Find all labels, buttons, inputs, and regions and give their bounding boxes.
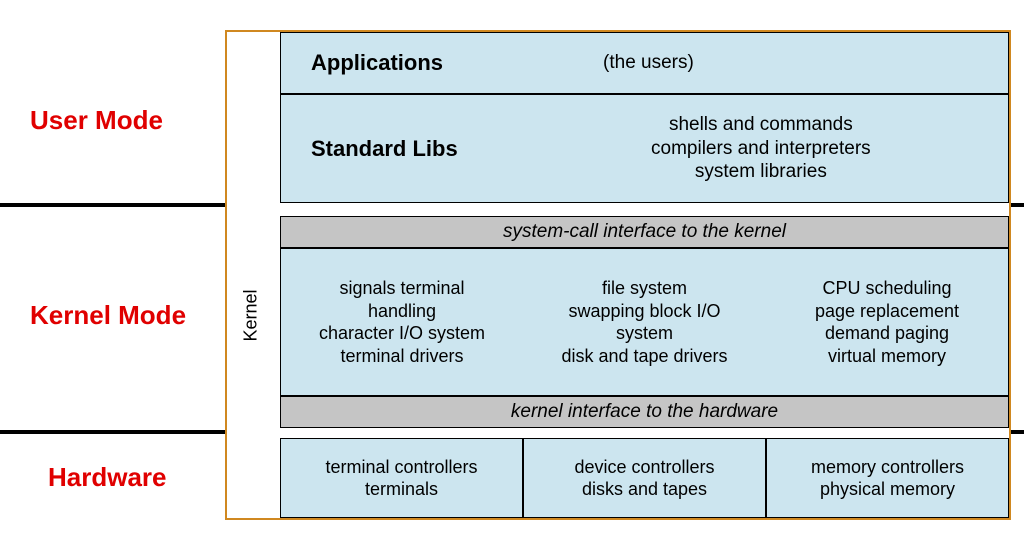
kernel-col0-l0: signals terminal bbox=[319, 277, 485, 300]
libs-line-2: system libraries bbox=[518, 160, 1004, 184]
kernel-vertical-label: Kernel bbox=[241, 289, 262, 341]
kernel-col2-l1: page replacement bbox=[815, 300, 959, 323]
user-mode-label: User Mode bbox=[30, 105, 230, 136]
kernel-col-0: signals terminal handling character I/O … bbox=[280, 248, 523, 396]
applications-row: Applications (the users) bbox=[280, 32, 1009, 94]
applications-heading: Applications bbox=[311, 50, 443, 76]
kernel-col1-l1: swapping block I/O bbox=[561, 300, 727, 323]
hw-col2-l0: memory controllers bbox=[811, 456, 964, 479]
hw-col1-l1: disks and tapes bbox=[574, 478, 714, 501]
kernel-mode-label: Kernel Mode bbox=[30, 300, 230, 331]
kernel-col1-l3: disk and tape drivers bbox=[561, 345, 727, 368]
kernel-col2-l3: virtual memory bbox=[815, 345, 959, 368]
kernel-col2-l0: CPU scheduling bbox=[815, 277, 959, 300]
hardware-label: Hardware bbox=[48, 462, 248, 493]
standard-libs-heading: Standard Libs bbox=[311, 136, 458, 162]
kernel-col-1: file system swapping block I/O system di… bbox=[523, 248, 766, 396]
hw-col-0: terminal controllers terminals bbox=[280, 438, 523, 518]
standard-libs-row: Standard Libs shells and commands compil… bbox=[280, 94, 1009, 203]
kernel-hw-interface-band: kernel interface to the hardware bbox=[280, 396, 1009, 428]
kernel-col0-l3: terminal drivers bbox=[319, 345, 485, 368]
kernel-col1-l2: system bbox=[561, 322, 727, 345]
hw-col-1: device controllers disks and tapes bbox=[523, 438, 766, 518]
hw-col1-l0: device controllers bbox=[574, 456, 714, 479]
libs-line-1: compilers and interpreters bbox=[518, 137, 1004, 161]
applications-sub: (the users) bbox=[603, 52, 694, 74]
hw-col2-l1: physical memory bbox=[811, 478, 964, 501]
hw-col0-l0: terminal controllers bbox=[325, 456, 477, 479]
hw-col0-l1: terminals bbox=[325, 478, 477, 501]
kernel-col1-l0: file system bbox=[561, 277, 727, 300]
kernel-col-2: CPU scheduling page replacement demand p… bbox=[766, 248, 1009, 396]
kernel-col2-l2: demand paging bbox=[815, 322, 959, 345]
kernel-col0-l2: character I/O system bbox=[319, 322, 485, 345]
syscall-interface-band: system-call interface to the kernel bbox=[280, 216, 1009, 248]
hw-col-2: memory controllers physical memory bbox=[766, 438, 1009, 518]
libs-line-0: shells and commands bbox=[518, 113, 1004, 137]
kernel-col0-l1: handling bbox=[319, 300, 485, 323]
